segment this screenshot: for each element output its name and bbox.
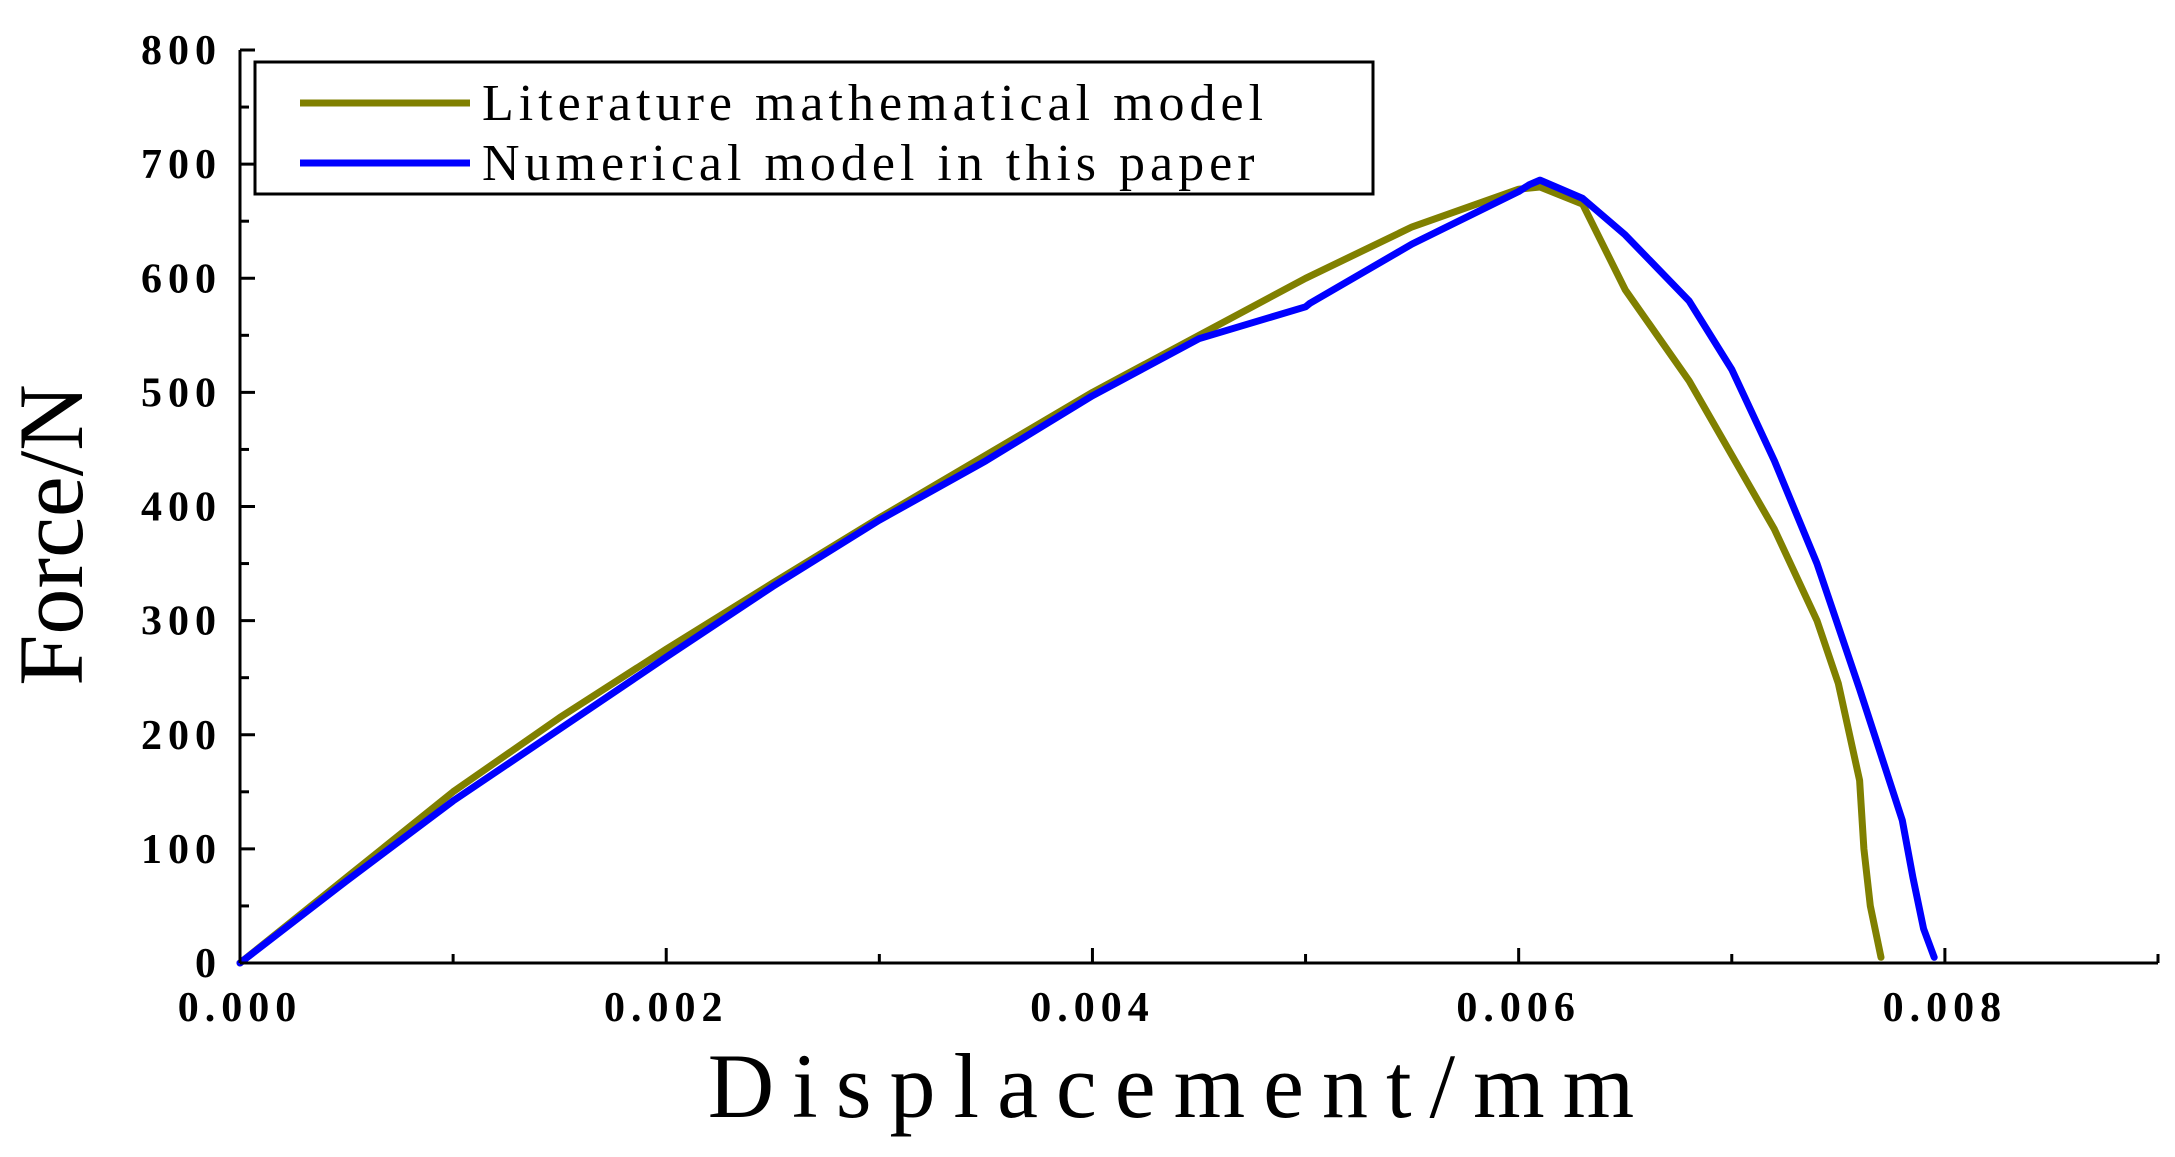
y-tick-label: 400 (141, 485, 222, 531)
x-tick-label: 0.002 (604, 985, 729, 1031)
y-tick-label: 200 (141, 713, 222, 759)
legend-box (253, 60, 1375, 196)
axes: 0 100 200 300 400 500 600 700 800 0.000 0.002 0.004… (141, 28, 2160, 1031)
legend-label-numerical: Numerical model in this paper (482, 135, 1259, 192)
series-layer (236, 176, 1938, 967)
series-line-literature (236, 183, 1885, 967)
y-tick-label: 300 (141, 599, 222, 645)
x-tick-label: 0.006 (1456, 985, 1581, 1031)
y-tick-label: 0 (195, 941, 222, 987)
y-axis-title: Force/N (0, 384, 102, 685)
y-tick-label: 800 (141, 28, 222, 74)
x-tick-label: 0.004 (1030, 985, 1155, 1031)
y-tick-label: 500 (141, 370, 222, 416)
x-tick-label: 0.008 (1883, 985, 2008, 1031)
x-axis-title: Displacement/mm (708, 1035, 1653, 1137)
y-tick-label: 600 (141, 256, 222, 302)
legend: Literature mathematical model Numerical … (253, 60, 1375, 196)
series-line-numerical (236, 176, 1938, 967)
y-tick-label: 700 (141, 142, 222, 188)
legend-label-literature: Literature mathematical model (482, 75, 1268, 132)
x-tick-label: 0.000 (178, 985, 303, 1031)
y-tick-label: 100 (141, 827, 222, 873)
